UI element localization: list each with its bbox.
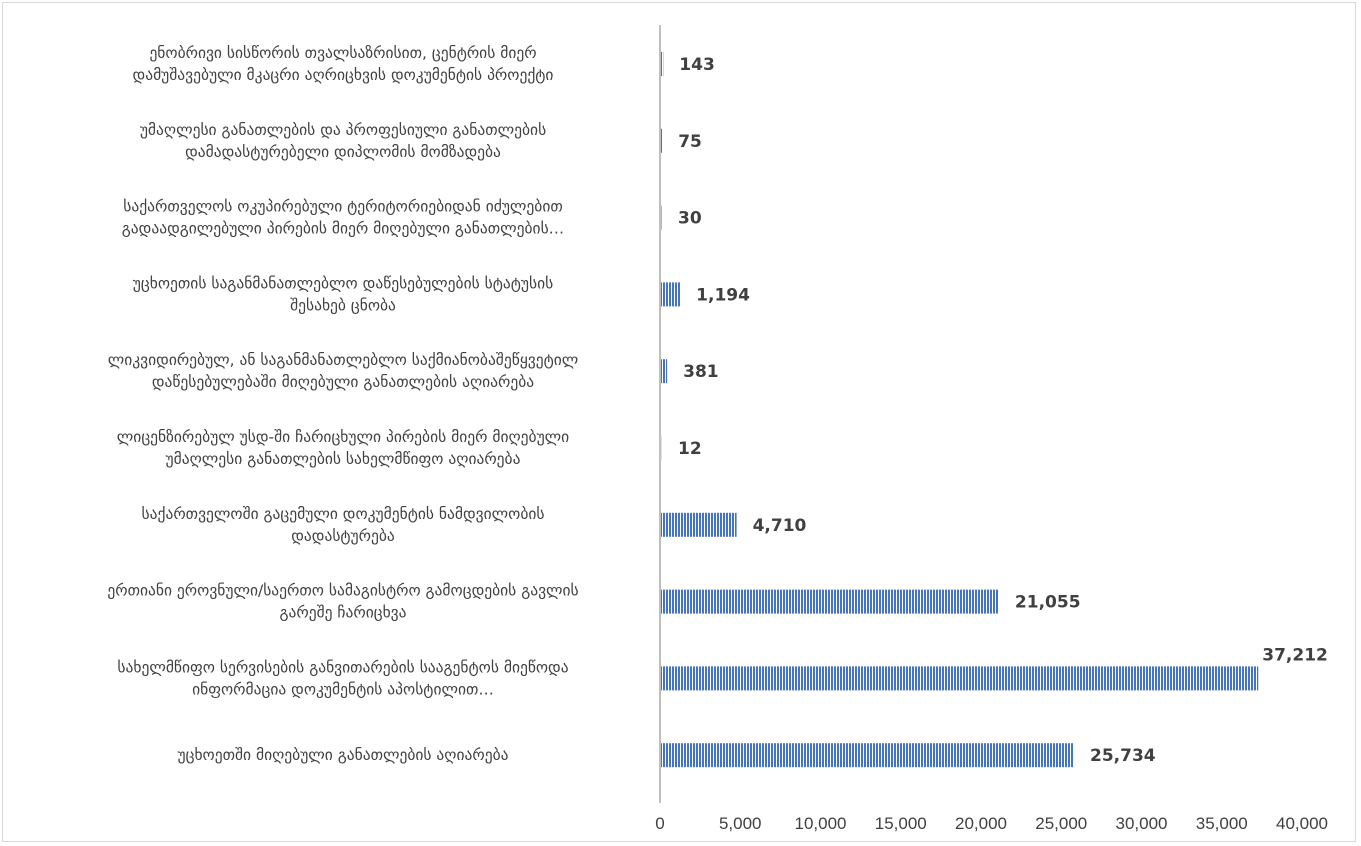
x-tick-label: 30,000	[1116, 814, 1168, 833]
data-label: 75	[678, 132, 702, 152]
bars	[661, 52, 1259, 768]
x-tick-label: 20,000	[955, 814, 1007, 833]
bar	[661, 743, 1075, 768]
bar-chart: ენობრივი სისწორის თვალსაზრისით, ცენტრის …	[107, 25, 1328, 833]
x-tick-label: 25,000	[1035, 814, 1087, 833]
data-label: 37,212	[1262, 645, 1328, 665]
category-label: უმაღლესი განათლების და პროფესიული განათლ…	[140, 121, 546, 161]
data-label: 381	[683, 362, 719, 382]
data-label: 30	[678, 209, 702, 229]
category-label: ლიკვიდირებულ, ან საგანმანათლებლო საქმიან…	[108, 351, 578, 391]
bar	[661, 282, 681, 307]
category-label: უცხოეთის საგანმანათლებლო დაწესებულების ს…	[133, 274, 553, 314]
x-tick-label: 0	[655, 814, 664, 833]
category-label: ენობრივი სისწორის თვალსაზრისით, ცენტრის …	[133, 44, 554, 84]
data-label: 12	[678, 439, 702, 459]
category-label: ერთიანი ეროვნული/საერთო სამაგისტრო გამოც…	[107, 582, 578, 622]
category-label: სახელმწიფო სერვისების განვითარების სააგე…	[117, 658, 568, 698]
x-tick-label: 40,000	[1276, 814, 1328, 833]
x-tick-label: 5,000	[719, 814, 762, 833]
data-label: 25,734	[1090, 746, 1156, 766]
data-labels: 143 75 30 1,194 381 12 4,710 21,055 37,212 25,734	[678, 55, 1328, 766]
x-tick-label: 10,000	[795, 814, 847, 833]
category-label: საქართველოს ოკუპირებული ტერიტორიებიდან ი…	[122, 198, 564, 238]
bar	[661, 589, 999, 614]
category-labels: ენობრივი სისწორის თვალსაზრისით, ცენტრის …	[107, 44, 578, 764]
data-label: 143	[679, 55, 715, 75]
category-label: უცხოეთში მიღებული განათლების აღიარება	[178, 746, 509, 764]
bar	[661, 52, 664, 76]
bar	[661, 666, 1259, 691]
data-label: 1,194	[696, 285, 750, 305]
bar	[661, 128, 663, 153]
bar	[661, 512, 737, 537]
data-label: 21,055	[1015, 593, 1081, 613]
x-tick-label: 15,000	[875, 814, 927, 833]
category-label: ლიცენზირებულ უსდ-ში ჩარიცხული პირების მი…	[117, 428, 569, 468]
category-label: საქართველოში გაცემული დოკუმენტის ნამდვილ…	[142, 505, 545, 545]
x-axis-tick-labels: 0 5,000 10,000 15,000 20,000 25,000 30,000 35,0…	[655, 814, 1328, 833]
x-tick-label: 35,000	[1196, 814, 1248, 833]
data-label: 4,710	[753, 516, 807, 536]
bar	[661, 359, 668, 384]
